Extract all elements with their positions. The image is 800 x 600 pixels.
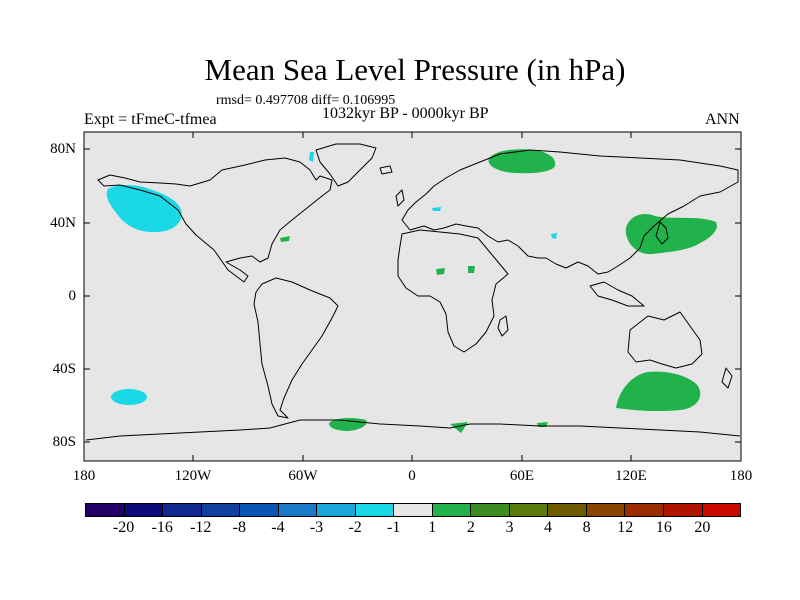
positive-anomaly-west-africa	[436, 268, 445, 275]
lat-label-80n: 80N	[50, 141, 76, 157]
coastline-japan	[655, 221, 669, 245]
colorbar-label: 1	[428, 519, 437, 536]
coastline-africa	[397, 229, 509, 353]
coastline-new-zealand	[721, 367, 733, 389]
colorbar-segment	[201, 504, 241, 516]
colorbar-segment	[471, 504, 510, 516]
coastline-greenland	[315, 143, 377, 187]
colorbar-label: 2	[466, 519, 475, 536]
negative-anomaly-north-pacific	[106, 184, 182, 233]
colorbar-segment	[625, 504, 664, 516]
positive-anomaly-barents	[488, 149, 556, 174]
positive-anomaly-regions	[280, 149, 717, 433]
colorbar-label: 12	[617, 519, 634, 536]
coastline-eurasia	[401, 149, 739, 275]
positive-anomaly-southern-indian	[616, 371, 701, 412]
colorbar-segment	[86, 504, 125, 516]
colorbar-label: -4	[271, 519, 285, 536]
coastline-southeast-asia	[589, 281, 645, 307]
colorbar-label: -8	[232, 519, 246, 536]
colorbar-segment	[432, 504, 472, 516]
colorbar-segment	[355, 504, 395, 516]
coastline-south-america	[253, 277, 339, 419]
negative-anomaly-europe	[432, 207, 441, 211]
positive-anomaly-south-atlantic	[329, 417, 367, 431]
colorbar-segment	[702, 504, 741, 516]
lon-label-120w: 120W	[174, 468, 212, 484]
lon-label-180w: 180	[72, 468, 96, 484]
lat-label-0: 0	[68, 288, 77, 304]
colorbar-segment	[586, 504, 626, 516]
colorbar-label: 3	[505, 519, 514, 536]
stats-subtitle: rmsd= 0.497708 diff= 0.106995	[216, 93, 396, 108]
lon-tick-marks	[83, 132, 742, 461]
lon-label-60w: 60W	[288, 468, 318, 484]
colorbar-segment	[317, 504, 356, 516]
lon-label-180e: 180	[729, 468, 753, 484]
coastline-british-isles	[395, 189, 405, 207]
positive-anomaly-atlantic	[280, 236, 290, 242]
negative-anomaly-south-pacific	[111, 389, 147, 405]
negative-anomaly-arctic	[309, 152, 314, 162]
positive-anomaly-antarctic-tip	[450, 422, 468, 433]
coastline-madagascar	[497, 315, 509, 337]
colorbar-label: 20	[694, 519, 711, 536]
lat-label-80s: 80S	[52, 434, 76, 450]
colorbar-segment	[394, 504, 433, 516]
lon-label-120e: 120E	[615, 468, 647, 484]
coastline-antarctica	[85, 419, 741, 441]
colorbar-label: -1	[387, 519, 401, 536]
coastline-australia	[627, 311, 703, 369]
colorbar-segment	[278, 504, 318, 516]
colorbar-segment	[509, 504, 549, 516]
colorbar-label: -12	[190, 519, 212, 536]
colorbar-segment	[663, 504, 703, 516]
lon-label-60e: 60E	[509, 468, 535, 484]
map-background	[84, 132, 741, 461]
map-title: Mean Sea Level Pressure (in hPa)	[204, 52, 626, 87]
experiment-label: Expt = tFmeC-tfmea	[84, 111, 217, 128]
colorbar-label: -20	[112, 519, 135, 536]
negative-anomaly-regions	[106, 152, 557, 405]
colorbar-segment	[548, 504, 587, 516]
colorbar-segment	[163, 504, 202, 516]
lon-label-0: 0	[408, 468, 416, 484]
coastline-iceland	[379, 165, 393, 175]
lat-tick-marks	[84, 148, 741, 443]
colorbar	[85, 503, 741, 517]
colorbar-label: 16	[655, 519, 672, 536]
colorbar-segment	[240, 504, 279, 516]
colorbar-label: -3	[309, 519, 324, 536]
positive-anomaly-northwest-pacific	[625, 214, 717, 255]
lat-label-40s: 40S	[52, 361, 76, 377]
positive-anomaly-sudan	[468, 266, 475, 273]
period-label: 1032kyr BP - 0000kyr BP	[322, 105, 489, 122]
coastline-north-america	[97, 157, 333, 283]
colorbar-label: 8	[582, 519, 591, 536]
colorbar-label: 4	[544, 519, 553, 536]
negative-anomaly-middle-east	[551, 233, 557, 239]
colorbar-segment	[124, 504, 164, 516]
lat-label-40n: 40N	[50, 215, 76, 231]
season-label: ANN	[705, 111, 740, 128]
coastlines	[85, 143, 741, 441]
colorbar-label: -2	[348, 519, 362, 536]
colorbar-label: -16	[151, 519, 173, 536]
